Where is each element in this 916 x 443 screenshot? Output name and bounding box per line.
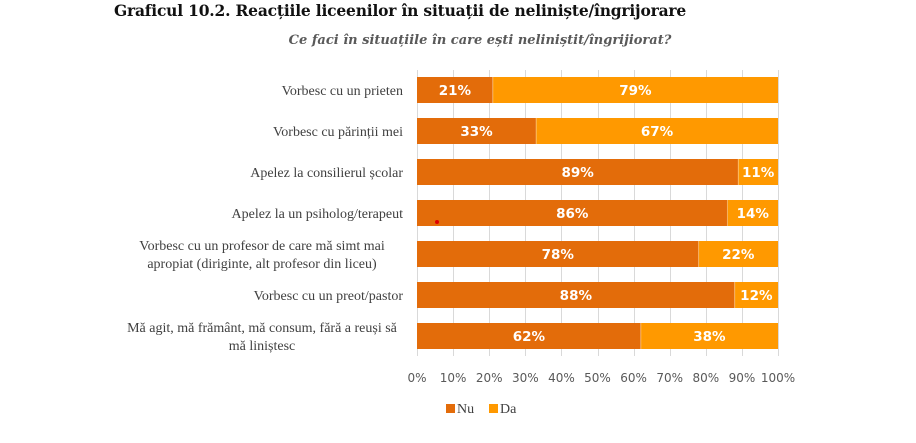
category-label-line: Apelez la consilierul școlar [250, 166, 403, 181]
data-label-nu-6: 62% [513, 329, 546, 345]
category-label-1: Vorbesc cu părinții mei [273, 125, 403, 140]
bar-da-5 [734, 282, 778, 308]
bar-da-2 [738, 159, 778, 185]
x-tick-label-70: 70% [656, 371, 683, 385]
x-axis-tick-labels: 0% 10% 20% 30% 40% 50% 60% 70% 80% 90% 100% [407, 371, 795, 385]
cursor-marker [435, 220, 439, 224]
bar-nu-3 [417, 200, 728, 226]
category-label-line: Mă agit, mă frământ, mă consum, fără a r… [127, 321, 398, 336]
data-label-nu-2: 89% [561, 165, 594, 181]
bar-da-0 [492, 77, 778, 103]
data-label-da-5: 12% [740, 288, 773, 304]
x-tick-label-0: 0% [407, 371, 426, 385]
chart-subtitle-text: Ce faci în situațiile în care ești nelin… [288, 33, 672, 48]
x-tick-label-10: 10% [440, 371, 467, 385]
bar-nu-6 [417, 323, 641, 349]
x-tick-label-30: 30% [512, 371, 539, 385]
legend-label-da: Da [500, 402, 517, 417]
x-tick-label-100: 100% [761, 371, 795, 385]
bar-nu-5 [417, 282, 735, 308]
x-tick-label-80: 80% [692, 371, 719, 385]
data-label-da-3: 14% [737, 206, 770, 222]
data-label-da-1: 67% [641, 124, 674, 140]
data-label-da-4: 22% [722, 247, 755, 263]
bar-da-4 [698, 241, 778, 267]
data-label-nu-3: 86% [556, 206, 589, 222]
bar-da-3 [727, 200, 778, 226]
category-label-5: Vorbesc cu un preot/pastor [254, 289, 404, 304]
data-label-da-0: 79% [619, 83, 652, 99]
x-tick-label-90: 90% [729, 371, 756, 385]
category-label-4: Vorbesc cu un profesor de care mă simt m… [139, 239, 385, 272]
x-tick-label-60: 60% [620, 371, 647, 385]
category-label-line: apropiat (diriginte, alt profesor din li… [147, 257, 377, 272]
category-label-line: Vorbesc cu un preot/pastor [254, 289, 404, 304]
legend: Nu Da [446, 402, 517, 417]
category-label-3: Apelez la un psiholog/terapeut [232, 207, 404, 222]
bar-nu-0 [417, 77, 493, 103]
chart-subtitle: Ce faci în situațiile în care ești nelin… [0, 33, 916, 48]
category-label-line: mă liniștesc [229, 339, 296, 354]
category-label-line: Vorbesc cu un profesor de care mă simt m… [139, 239, 385, 254]
x-tick-label-40: 40% [548, 371, 575, 385]
bar-nu-2 [417, 159, 739, 185]
data-label-nu-1: 33% [460, 124, 493, 140]
data-label-da-2: 11% [742, 165, 775, 181]
bar-da-1 [536, 118, 778, 144]
legend-label-nu: Nu [457, 402, 474, 417]
data-label-nu-4: 78% [542, 247, 575, 263]
bar-nu-1 [417, 118, 537, 144]
category-label-6: Mă agit, mă frământ, mă consum, fără a r… [127, 321, 398, 354]
bar-nu-4 [417, 241, 699, 267]
x-tick-label-50: 50% [584, 371, 611, 385]
category-label-2: Apelez la consilierul școlar [250, 166, 403, 181]
cursor-dot-icon [435, 220, 439, 224]
category-labels: Vorbesc cu un prieten Vorbesc cu părinții… [127, 84, 403, 354]
bar-da-6 [640, 323, 778, 349]
data-label-da-6: 38% [693, 329, 726, 345]
x-tick-label-20: 20% [476, 371, 503, 385]
bars: 21% 79% 33% 67% 89% 11% 86% 14% 78% 22% 88% 12% 62% 3… [417, 77, 778, 349]
chart-title-text: Graficul 10.2. Reacțiile liceenilor în s… [113, 1, 687, 20]
category-label-0: Vorbesc cu un prieten [282, 84, 403, 99]
data-label-nu-5: 88% [560, 288, 593, 304]
chart-title: Graficul 10.2. Reacțiile liceenilor în s… [0, 1, 916, 20]
category-label-line: Apelez la un psiholog/terapeut [232, 207, 404, 222]
category-label-line: Vorbesc cu un prieten [282, 84, 403, 99]
legend-swatch-da [489, 404, 498, 413]
legend-swatch-nu [446, 404, 455, 413]
category-label-line: Vorbesc cu părinții mei [273, 125, 403, 140]
data-label-nu-0: 21% [439, 83, 472, 99]
